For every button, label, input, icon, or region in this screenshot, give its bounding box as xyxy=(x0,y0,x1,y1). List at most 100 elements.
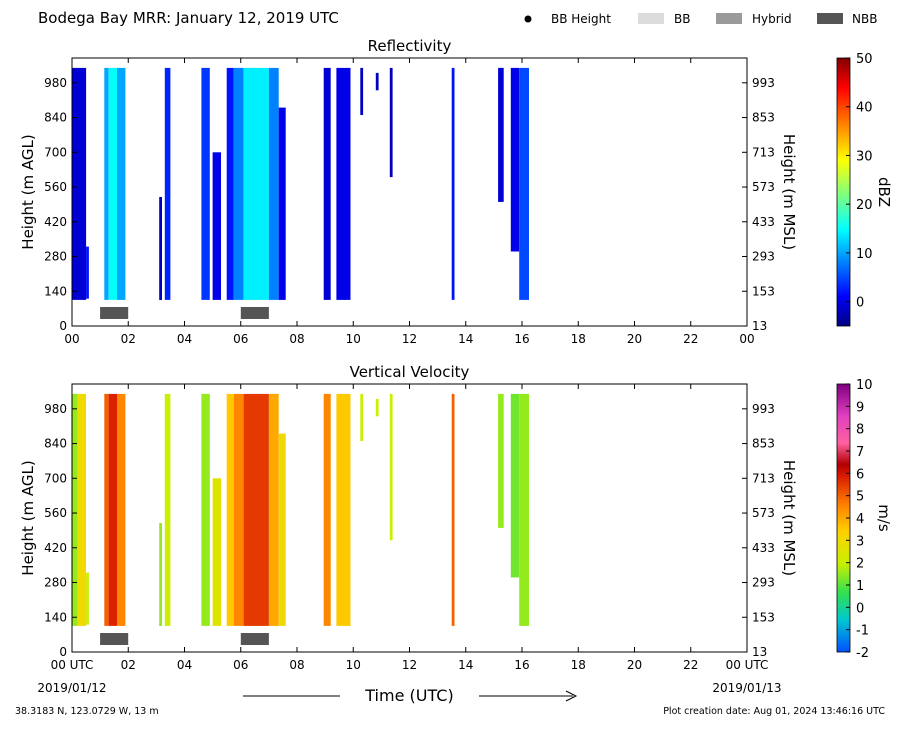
y-tick-label: 0 xyxy=(59,319,67,333)
plot-creation-date: Plot creation date: Aug 01, 2024 13:46:1… xyxy=(663,706,885,717)
x-tick-label: 08 xyxy=(289,658,304,672)
colorbar-tick-label: 3 xyxy=(856,534,864,549)
echo-band xyxy=(104,67,109,300)
echo-band xyxy=(268,393,279,626)
echo-band xyxy=(510,67,520,252)
y2-tick-label: 433 xyxy=(752,215,775,229)
x-tick-label: 06 xyxy=(233,332,248,346)
x-tick-label: 20 xyxy=(627,332,642,346)
colorbar-tick-label: 2 xyxy=(856,557,864,572)
x-tick-label: 14 xyxy=(458,658,473,672)
colorbar-tick-label: 8 xyxy=(856,423,864,438)
y-tick-label: 840 xyxy=(44,437,67,451)
reflectivity-data xyxy=(72,67,529,319)
y2-tick-label: 153 xyxy=(752,284,775,298)
echo-band xyxy=(159,197,162,300)
echo-band xyxy=(159,523,162,626)
echo-band xyxy=(243,393,269,626)
echo-band xyxy=(243,67,269,300)
y-tick-label: 700 xyxy=(44,471,67,485)
x-tick-label: 10 xyxy=(346,332,361,346)
echo-band xyxy=(278,433,286,626)
reflectivity-colorbar-ticks: 0 10 20 30 40 50 xyxy=(846,52,873,311)
reflectivity-y2label: Height (m MSL) xyxy=(780,134,798,250)
echo-band xyxy=(498,393,504,528)
time-arrow-head xyxy=(565,690,578,702)
y-tick-label: 280 xyxy=(44,576,67,590)
x-tick-label: 22 xyxy=(683,332,698,346)
echo-band xyxy=(233,67,244,300)
y2-tick-label: 573 xyxy=(752,180,775,194)
vertical-velocity-colorbar-label: m/s xyxy=(875,504,893,532)
echo-band xyxy=(498,67,504,202)
echo-band xyxy=(108,67,117,300)
legend-bb-swatch xyxy=(638,13,664,24)
echo-band xyxy=(117,67,126,300)
vertical-velocity-y2label: Height (m MSL) xyxy=(780,460,798,576)
x-tick-label: 12 xyxy=(402,658,417,672)
x-tick-label: 04 xyxy=(177,332,192,346)
x-tick-label: 14 xyxy=(458,332,473,346)
y-tick-label: 840 xyxy=(44,111,67,125)
reflectivity-title: Reflectivity xyxy=(368,37,452,55)
echo-band xyxy=(226,393,234,626)
echo-band xyxy=(201,393,210,626)
x-tick-label: 02 xyxy=(121,658,136,672)
legend-bb-height-dot xyxy=(524,15,532,23)
echo-band xyxy=(104,393,109,626)
vertical-velocity-ylabel: Height (m AGL) xyxy=(19,460,37,575)
colorbar-tick-label: 1 xyxy=(856,579,864,594)
echo-band xyxy=(164,67,171,300)
x-tick-label: 20 xyxy=(627,658,642,672)
y2-tick-label: 713 xyxy=(752,471,775,485)
time-axis-label: Time (UTC) xyxy=(364,686,453,705)
echo-band xyxy=(86,246,89,299)
reflectivity-axes-frame xyxy=(71,57,748,327)
legend: BB Height BB Hybrid NBB xyxy=(524,12,877,26)
y-tick-label: 140 xyxy=(44,284,67,298)
y2-tick-label: 153 xyxy=(752,610,775,624)
x-tick-label: 22 xyxy=(683,658,698,672)
y2-tick-label: 13 xyxy=(752,645,767,659)
echo-band xyxy=(375,72,379,91)
echo-band xyxy=(519,393,529,626)
y2-tick-label: 853 xyxy=(752,111,775,125)
vertical-velocity-colorbar-ticks: -2 -1 0 1 2 3 4 5 6 7 8 9 10 xyxy=(846,378,873,661)
legend-hybrid-swatch xyxy=(716,13,742,24)
echo-band xyxy=(268,67,279,300)
colorbar-tick-label: 10 xyxy=(856,378,873,393)
x-tick-label: 18 xyxy=(571,658,586,672)
legend-label-hybrid: Hybrid xyxy=(752,12,792,26)
echo-band xyxy=(323,393,331,626)
x-tick-label: 00 UTC xyxy=(51,658,94,672)
nbb-marker xyxy=(100,307,129,319)
colorbar-tick-label: 7 xyxy=(856,445,864,460)
x-tick-label: 18 xyxy=(571,332,586,346)
colorbar-tick-label: -1 xyxy=(856,624,869,639)
y-tick-label: 560 xyxy=(44,180,67,194)
echo-band xyxy=(336,67,351,300)
x-tick-label: 08 xyxy=(289,332,304,346)
echo-band xyxy=(323,67,331,300)
y-tick-label: 420 xyxy=(44,541,67,555)
y2-tick-label: 433 xyxy=(752,541,775,555)
echo-band xyxy=(519,67,529,300)
x-tick-label: 00 UTC xyxy=(726,658,769,672)
colorbar-tick-label: 4 xyxy=(856,512,864,527)
echo-band xyxy=(201,67,210,300)
y-tick-label: 980 xyxy=(44,402,67,416)
colorbar-tick-label: 5 xyxy=(856,490,864,505)
vertical-velocity-data xyxy=(72,393,529,645)
colorbar-tick-label: 10 xyxy=(856,247,873,262)
y-tick-label: 700 xyxy=(44,145,67,159)
y-tick-label: 280 xyxy=(44,250,67,264)
vertical-velocity-panel: Vertical Velocity 00 UTC 02 04 06 08 10 12 14 16… xyxy=(19,363,893,672)
start-date-label: 2019/01/12 xyxy=(37,681,106,695)
y2-tick-label: 13 xyxy=(752,319,767,333)
reflectivity-panel: Reflectivity 00 02 04 06 08 10 12 14 16 18 20 22 000… xyxy=(19,37,893,346)
echo-band xyxy=(389,393,393,541)
y2-tick-label: 293 xyxy=(752,576,775,590)
